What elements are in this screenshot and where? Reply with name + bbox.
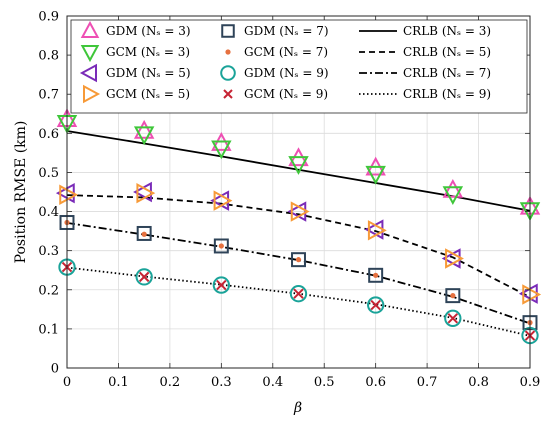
- y-tick-label: 0.2: [38, 283, 59, 298]
- data-point-gcm-n-s-9: [447, 313, 459, 324]
- legend-swatch-gdm-n-s-3: [80, 20, 100, 38]
- legend-label-gdm-n-s-9: GDM (Nₛ = 9): [244, 66, 329, 80]
- x-marker-stroke: [370, 299, 381, 311]
- data-point-gdm-n-s-7: [136, 225, 152, 241]
- data-point-gdm-n-s-9: [289, 285, 308, 303]
- data-point-gcm-n-s-5: [213, 190, 233, 211]
- x-tick-label: 0.2: [160, 375, 181, 390]
- data-point-gdm-n-s-7: [213, 238, 229, 254]
- data-point-gcm-n-s-5: [445, 248, 464, 269]
- legend-label-gcm-n-s-5: GCM (Nₛ = 5): [106, 87, 190, 101]
- y-tick-label: 0.7: [38, 88, 59, 103]
- series-line-crlb-n-s-5-: [66, 194, 531, 298]
- y-axis-title: Position RMSE (km): [13, 121, 29, 264]
- data-point-gcm-n-s-3: [288, 156, 309, 175]
- legend-box: [70, 19, 528, 114]
- legend-label-crlb-n-s-3: CRLB (Nₛ = 3): [403, 24, 491, 38]
- x-tick-label: 0.7: [417, 375, 438, 390]
- y-tick-label: 0.1: [38, 322, 59, 337]
- data-point-gdm-n-s-5: [287, 201, 307, 222]
- y-tick-label: 0.5: [38, 166, 59, 181]
- data-point-gcm-n-s-9: [216, 279, 227, 291]
- legend-label-gdm-n-s-7: GDM (Nₛ = 7): [244, 24, 329, 38]
- data-point-gcm-n-s-3: [133, 126, 155, 146]
- x-tick-label: 0.4: [262, 375, 283, 390]
- legend-swatch-gcm-n-s-5: [83, 84, 101, 104]
- data-point-gcm-n-s-3: [211, 140, 232, 160]
- data-point-gdm-n-s-9: [444, 309, 462, 327]
- data-point-gcm-n-s-9: [293, 288, 304, 299]
- legend-label-gcm-n-s-3: GCM (Nₛ = 3): [106, 45, 190, 59]
- x-axis-title: β: [293, 400, 302, 416]
- y-tick-label: 0.6: [38, 127, 59, 142]
- x-marker-stroke: [216, 279, 227, 291]
- data-point-gcm-n-s-7: [295, 257, 302, 263]
- x-tick-label: 0.6: [365, 375, 386, 390]
- y-tick-label: 0.4: [38, 205, 59, 220]
- data-point-gcm-n-s-5: [522, 284, 542, 305]
- x-tick-label: 0.9: [520, 375, 541, 390]
- data-point-gdm-n-s-9: [367, 296, 385, 314]
- x-marker-stroke: [293, 288, 304, 299]
- data-point-gcm-n-s-5: [290, 201, 310, 222]
- legend-swatch-gdm-n-s-7: [221, 24, 235, 38]
- data-point-gdm-n-s-5: [210, 190, 230, 211]
- data-point-gdm-n-s-9: [135, 268, 153, 286]
- data-point-gdm-n-s-3: [442, 178, 464, 198]
- legend-label-gcm-n-s-9: GCM (Nₛ = 9): [244, 87, 328, 101]
- x-tick-label: 0.3: [211, 375, 232, 390]
- data-point-gcm-n-s-5: [367, 220, 387, 241]
- legend-swatch-gcm-n-s-9: [223, 89, 233, 99]
- x-tick-label: 0.5: [314, 375, 335, 390]
- x-tick-labels: 0 0.1 0.2 0.3 0.4 0.5 0.6 0.7 0.8 0.9: [63, 375, 540, 390]
- axis-ticks: [66, 15, 531, 369]
- data-point-gdm-n-s-7: [291, 252, 306, 268]
- data-point-gcm-n-s-5: [136, 182, 156, 204]
- data-point-gcm-n-s-9: [138, 271, 150, 283]
- data-point-gcm-n-s-7: [450, 293, 456, 299]
- data-point-gcm-n-s-7: [141, 231, 147, 237]
- legend-label-crlb-n-s-7: CRLB (Nₛ = 7): [403, 66, 491, 80]
- y-tick-label: 0.3: [38, 244, 59, 259]
- data-point-gcm-n-s-7: [218, 243, 224, 249]
- plot-frame: [66, 15, 531, 369]
- data-point-gcm-n-s-3: [365, 165, 386, 185]
- legend-label-gdm-n-s-3: GDM (Nₛ = 3): [106, 24, 191, 38]
- data-point-gdm-n-s-7: [368, 267, 384, 283]
- y-tick-label: 0.8: [38, 49, 59, 64]
- x-marker-stroke: [138, 271, 150, 283]
- x-tick-label: 0.1: [108, 375, 129, 390]
- data-point-gcm-n-s-5: [59, 184, 79, 205]
- legend-label-crlb-n-s-5: CRLB (Nₛ = 5): [403, 45, 491, 59]
- data-point-gdm-n-s-7: [445, 288, 461, 304]
- data-point-gcm-n-s-3: [442, 186, 464, 206]
- legend-label-gcm-n-s-7: GCM (Nₛ = 7): [244, 45, 328, 59]
- data-point-gdm-n-s-3: [133, 119, 155, 139]
- x-marker-stroke: [447, 313, 459, 324]
- data-point-gdm-n-s-5: [441, 248, 461, 269]
- legend: GDM (Nₛ = 3) GCM (Nₛ = 3) GDM (Nₛ = 5) GCM …: [70, 19, 528, 114]
- legend-swatch-gcm-n-s-3: [80, 45, 100, 63]
- x-tick-label: 0.8: [468, 375, 489, 390]
- legend-swatch-gdm-n-s-9: [220, 65, 236, 81]
- y-tick-label: 0.9: [38, 10, 59, 25]
- legend-label-crlb-n-s-9: CRLB (Nₛ = 9): [403, 87, 491, 101]
- x-marker-stroke: [223, 89, 233, 99]
- data-point-gcm-n-s-9: [370, 299, 381, 311]
- y-tick-label: 0: [51, 362, 59, 377]
- x-tick-label: 0: [63, 375, 71, 390]
- y-tick-labels: 0 0.1 0.2 0.3 0.4 0.5 0.6 0.7 0.8 0.9: [38, 10, 59, 377]
- legend-swatch-gcm-n-s-7: [225, 49, 231, 55]
- data-point-gdm-n-s-9: [212, 276, 230, 294]
- legend-label-gdm-n-s-5: GDM (Nₛ = 5): [106, 66, 191, 80]
- data-point-gcm-n-s-7: [373, 272, 379, 278]
- legend-swatch-gdm-n-s-5: [79, 63, 97, 83]
